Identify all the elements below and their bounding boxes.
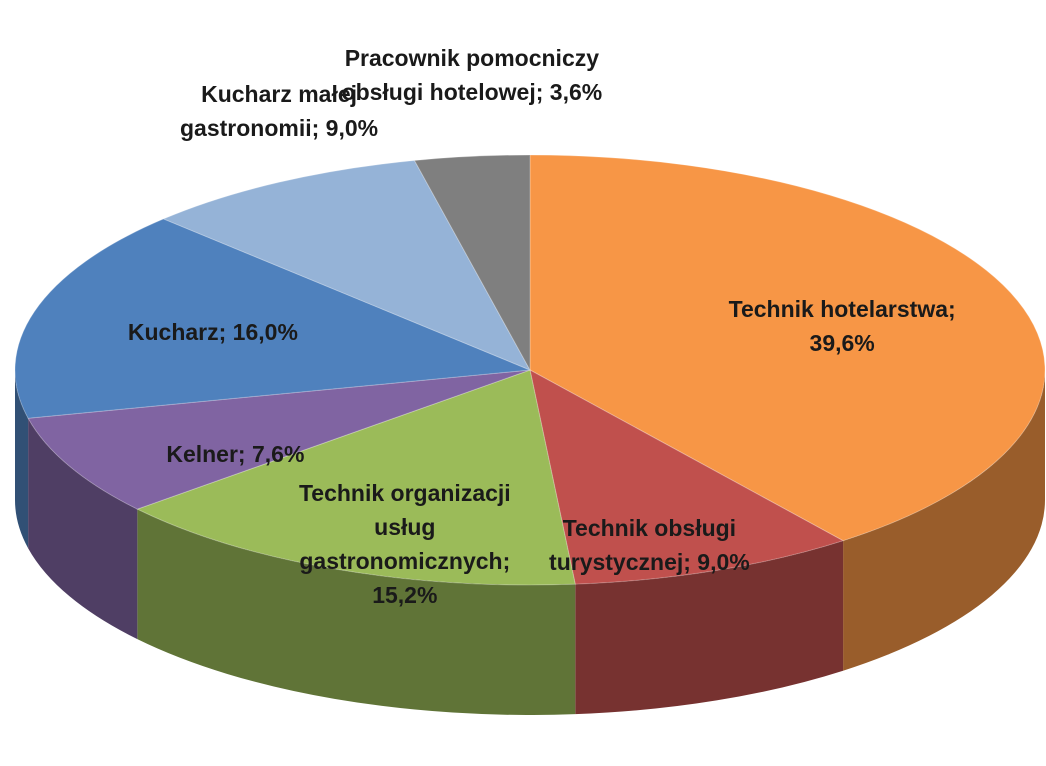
pie-slice — [27, 369, 531, 510]
pie-slice-side — [14, 370, 29, 549]
data-label: Pracownik pomocniczy obsługi hotelowej; … — [341, 45, 603, 106]
data-label: Kelner; 7,6% — [166, 441, 305, 468]
pie-slice — [529, 154, 1046, 542]
data-label: Kucharz małej gastronomii; 9,0% — [180, 80, 379, 141]
data-label: Technik hotelarstwa; 39,6% — [728, 295, 956, 356]
pie-slice-side — [575, 540, 844, 715]
data-label: Technik obsługi turystycznej; 9,0% — [549, 514, 750, 575]
pie-slice-side — [843, 370, 1045, 671]
data-label: Technik organizacji usług gastronomiczny… — [298, 479, 511, 608]
pie-slice — [14, 218, 531, 419]
pie-slice — [529, 369, 845, 585]
data-label: Kucharz; 16,0% — [127, 319, 298, 346]
pie-slice-side — [137, 509, 576, 715]
pie-slice — [136, 369, 576, 586]
pie-slice-side — [28, 418, 138, 640]
pie-slice — [162, 159, 532, 372]
pie-slice — [413, 154, 531, 371]
